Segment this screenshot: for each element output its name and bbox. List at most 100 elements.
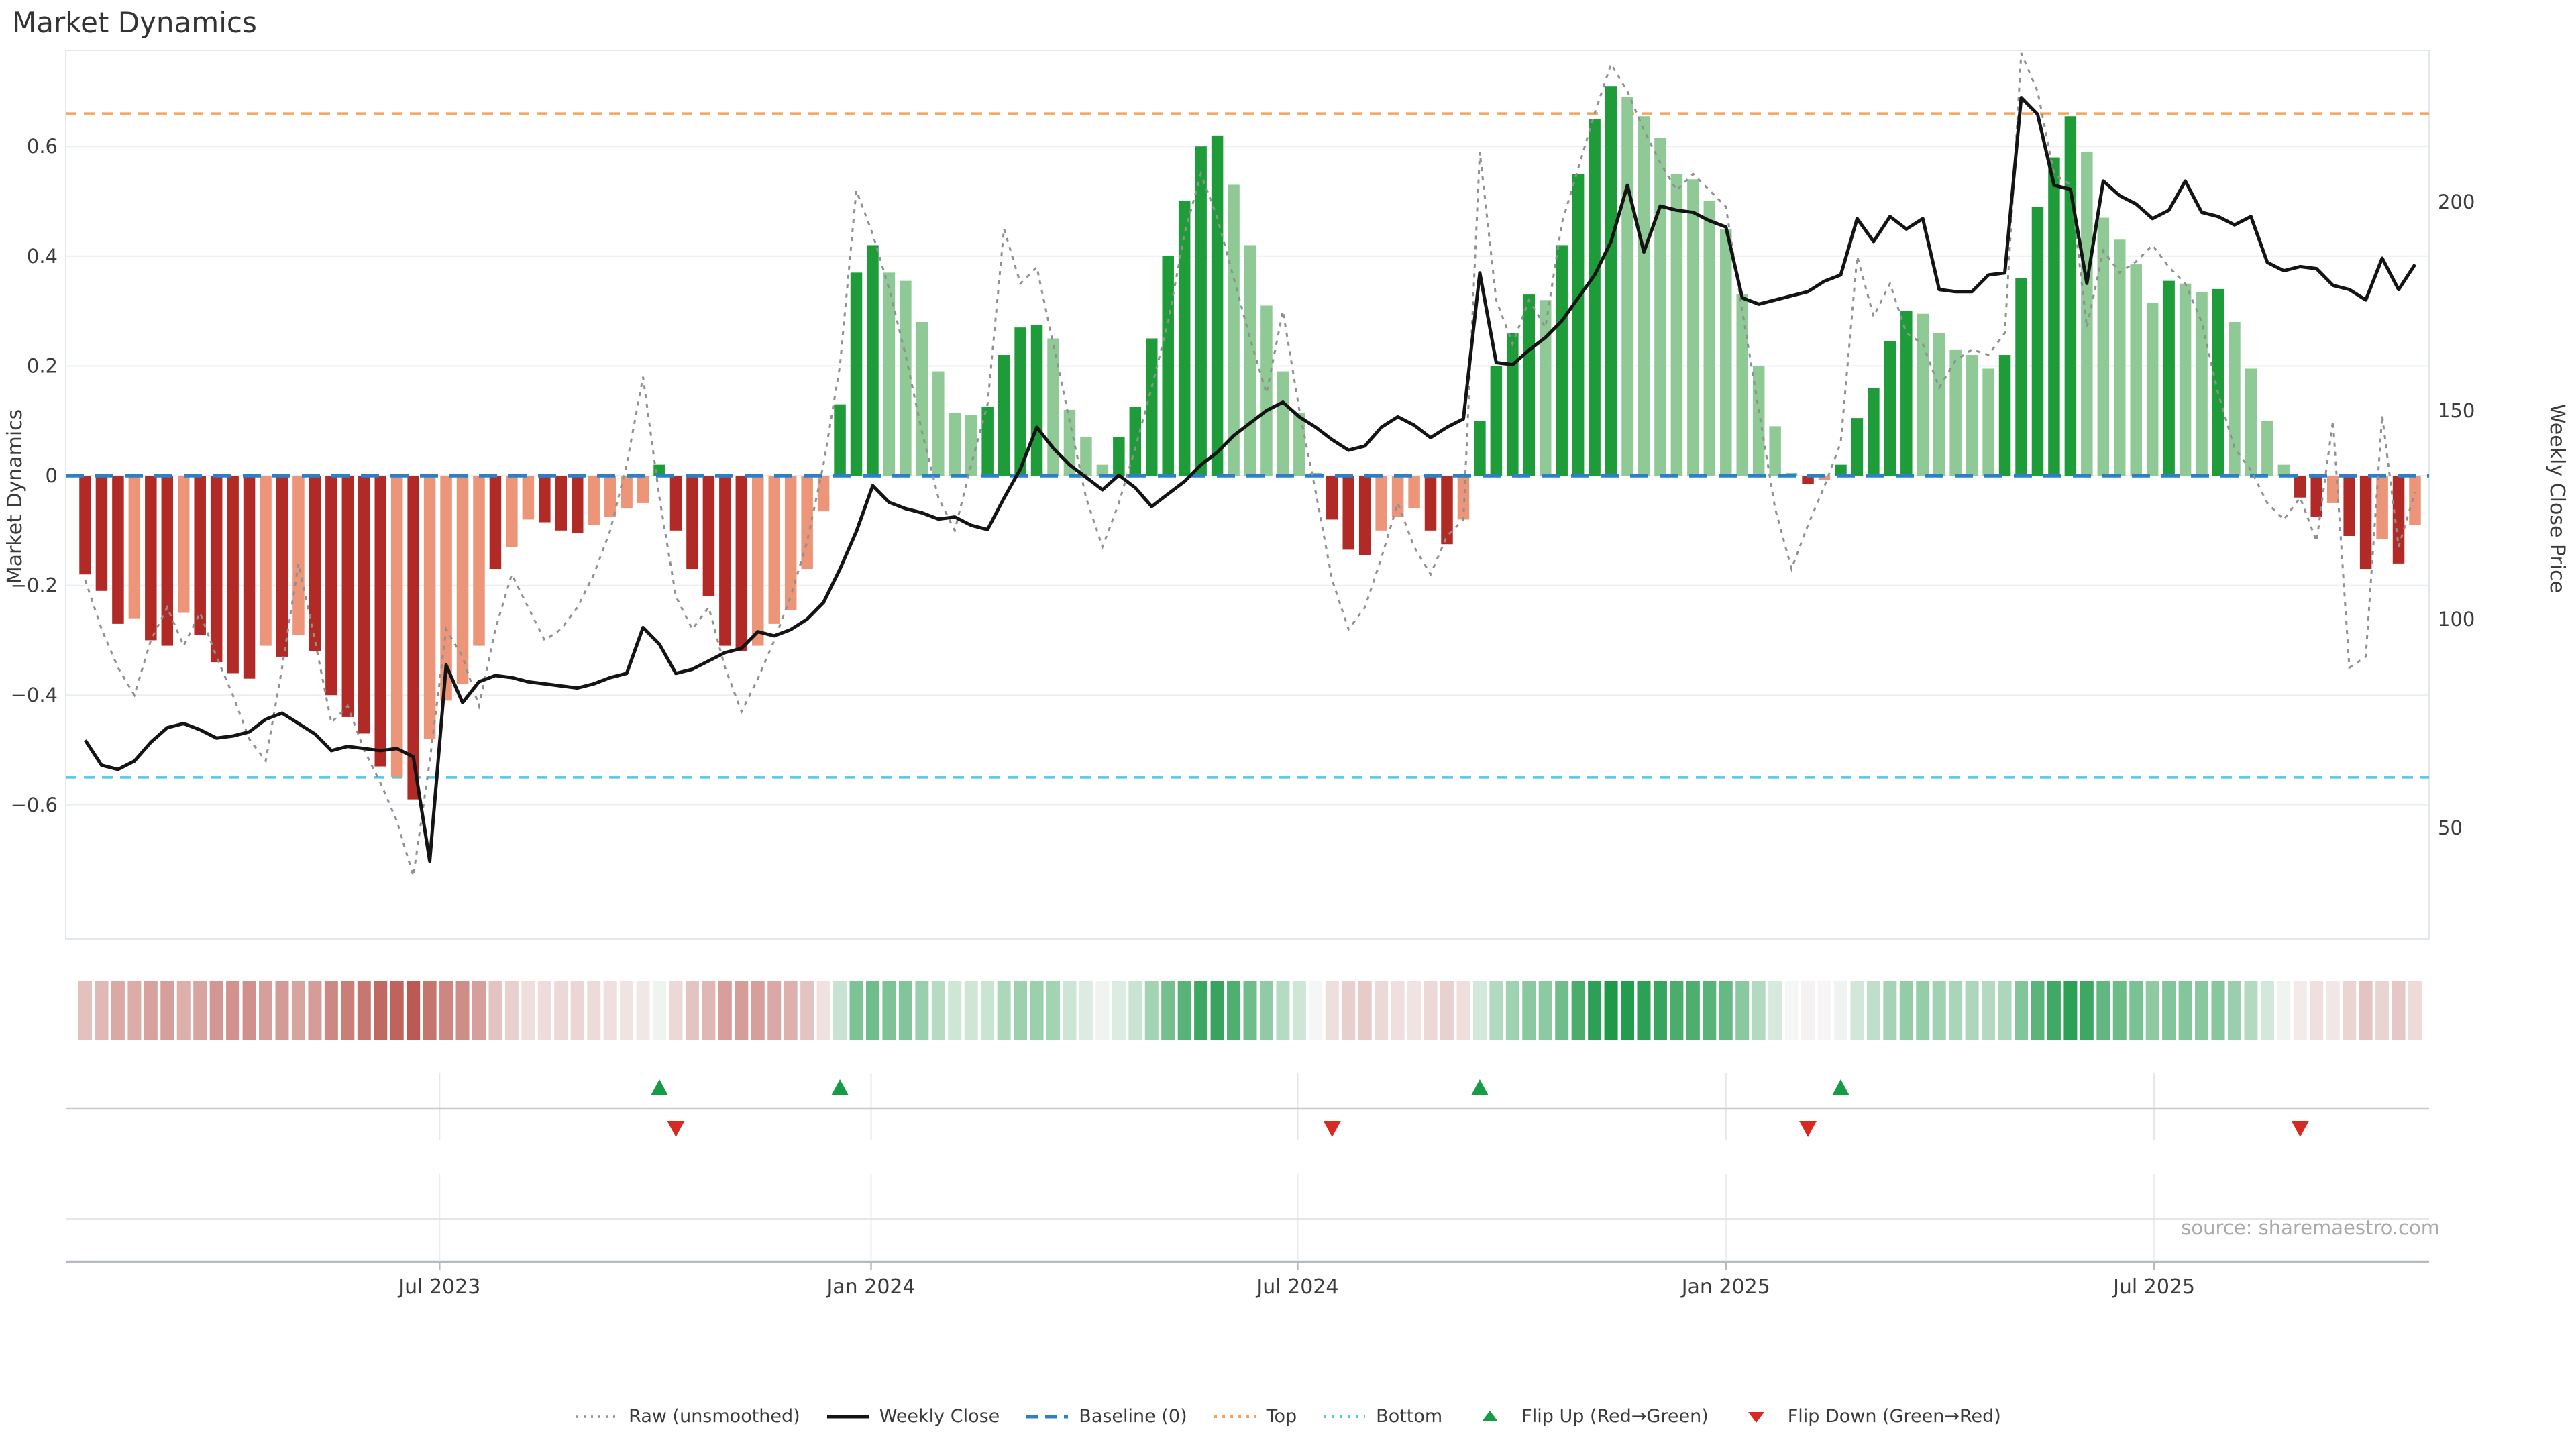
svg-text:0.2: 0.2 [27, 354, 58, 377]
heatmap-cell [587, 981, 601, 1040]
bar [621, 476, 633, 509]
bar [1605, 86, 1617, 476]
heatmap-cell [718, 981, 732, 1040]
heatmap-cell [964, 981, 978, 1040]
legend-item-raw: Raw (unsmoothed) [575, 1406, 800, 1427]
heatmap-cell [1735, 981, 1750, 1040]
heatmap-cell [948, 981, 962, 1040]
heatmap-cell [439, 981, 453, 1040]
flip-down-marker [1323, 1121, 1341, 1137]
heatmap-cell [1325, 981, 1339, 1040]
legend-label: Baseline (0) [1079, 1406, 1187, 1427]
bar [2343, 476, 2355, 536]
bar [95, 476, 108, 591]
bar [260, 476, 272, 646]
bar [1047, 338, 1059, 476]
heatmap-cell [1571, 981, 1585, 1040]
heatmap-cell [341, 981, 355, 1040]
bar [1835, 464, 1847, 476]
heatmap-cell [1046, 981, 1061, 1040]
heatmap-cell [1768, 981, 1782, 1040]
heatmap-cell [1407, 981, 1421, 1040]
bar [1293, 412, 1305, 476]
heatmap-cell [2195, 981, 2209, 1040]
source-credit: source: sharemaestro.com [2181, 1216, 2440, 1239]
heatmap-cell [2375, 981, 2390, 1040]
legend-label: Top [1266, 1406, 1297, 1427]
bar [2261, 421, 2273, 476]
heatmap-cell [2343, 981, 2357, 1040]
heatmap-cell [915, 981, 929, 1040]
heatmap-cell [1883, 981, 1897, 1040]
bar [506, 476, 518, 547]
heatmap-cell [997, 981, 1011, 1040]
bar [423, 476, 436, 739]
heatmap-cell [2227, 981, 2241, 1040]
flip_up-swatch [1482, 1410, 1499, 1421]
heatmap-cell [1440, 981, 1454, 1040]
heatmap-cell [751, 981, 765, 1040]
heatmap-cell [1965, 981, 1979, 1040]
heatmap-cell [259, 981, 273, 1040]
legend-label: Bottom [1376, 1406, 1443, 1427]
lower-panel: Jul 2023 Jan 2024 Jul 2024 Jan 2025 Jul 2025 [66, 1174, 2429, 1299]
heatmap-cell [2178, 981, 2192, 1040]
heatmap-cell [1505, 981, 1519, 1040]
bar [539, 476, 551, 523]
heatmap-cell [767, 981, 782, 1040]
heatmap-cell [111, 981, 125, 1040]
heatmap-cell [1161, 981, 1175, 1040]
bar [1687, 179, 1699, 476]
bar [1474, 421, 1486, 476]
bar [1441, 476, 1453, 545]
heatmap-cell [1637, 981, 1651, 1040]
bar [1769, 426, 1781, 476]
bar [916, 321, 928, 476]
bar [1457, 476, 1470, 520]
left-axis-label: Market Dynamics [3, 409, 27, 584]
heatmap-cell [603, 981, 617, 1040]
heatmap-cell [1522, 981, 1536, 1040]
heatmap-cell [95, 981, 109, 1040]
heatmap-cell [2047, 981, 2061, 1040]
heatmap-cell [1030, 981, 1044, 1040]
flip-up-marker [651, 1079, 669, 1095]
flip-marker-panel [66, 1073, 2429, 1140]
bar [1195, 146, 1207, 476]
heatmap-cell [127, 981, 142, 1040]
heatmap-cell [1949, 981, 1963, 1040]
heatmap-cell [1604, 981, 1618, 1040]
bar [2130, 264, 2142, 476]
bar [1523, 294, 1536, 476]
bar [1490, 366, 1503, 476]
heatmap-cell [209, 981, 223, 1040]
heatmap-cell [2162, 981, 2176, 1040]
bar [522, 476, 535, 520]
heatmap-cell [291, 981, 305, 1040]
close-line [83, 96, 2417, 863]
bar [374, 476, 386, 767]
heatmap-cell [423, 981, 437, 1040]
bar [1982, 368, 1994, 476]
heatmap-cell [702, 981, 716, 1040]
heatmap-cell [275, 981, 289, 1040]
plot-border [65, 50, 2430, 940]
bar [1014, 327, 1026, 476]
heatmap-cell [144, 981, 158, 1040]
svg-text:−0.4: −0.4 [11, 684, 58, 706]
heatmap-cell [1670, 981, 1684, 1040]
bar [1868, 388, 1880, 476]
heatmap-cell [981, 981, 995, 1040]
chart-legend: Raw (unsmoothed) Weekly Close Baseline (0)… [0, 1406, 2576, 1427]
heatmap-cell [357, 981, 371, 1040]
bar [1146, 338, 1158, 476]
x-tick-label: Jan 2025 [1680, 1275, 1770, 1299]
legend-item-close: Weekly Close [826, 1406, 1000, 1427]
heatmap-cell [1866, 981, 1880, 1040]
svg-text:150: 150 [2438, 399, 2475, 422]
heatmap-cell [2063, 981, 2078, 1040]
heatmap-cell [488, 981, 502, 1040]
bar [2245, 368, 2257, 476]
